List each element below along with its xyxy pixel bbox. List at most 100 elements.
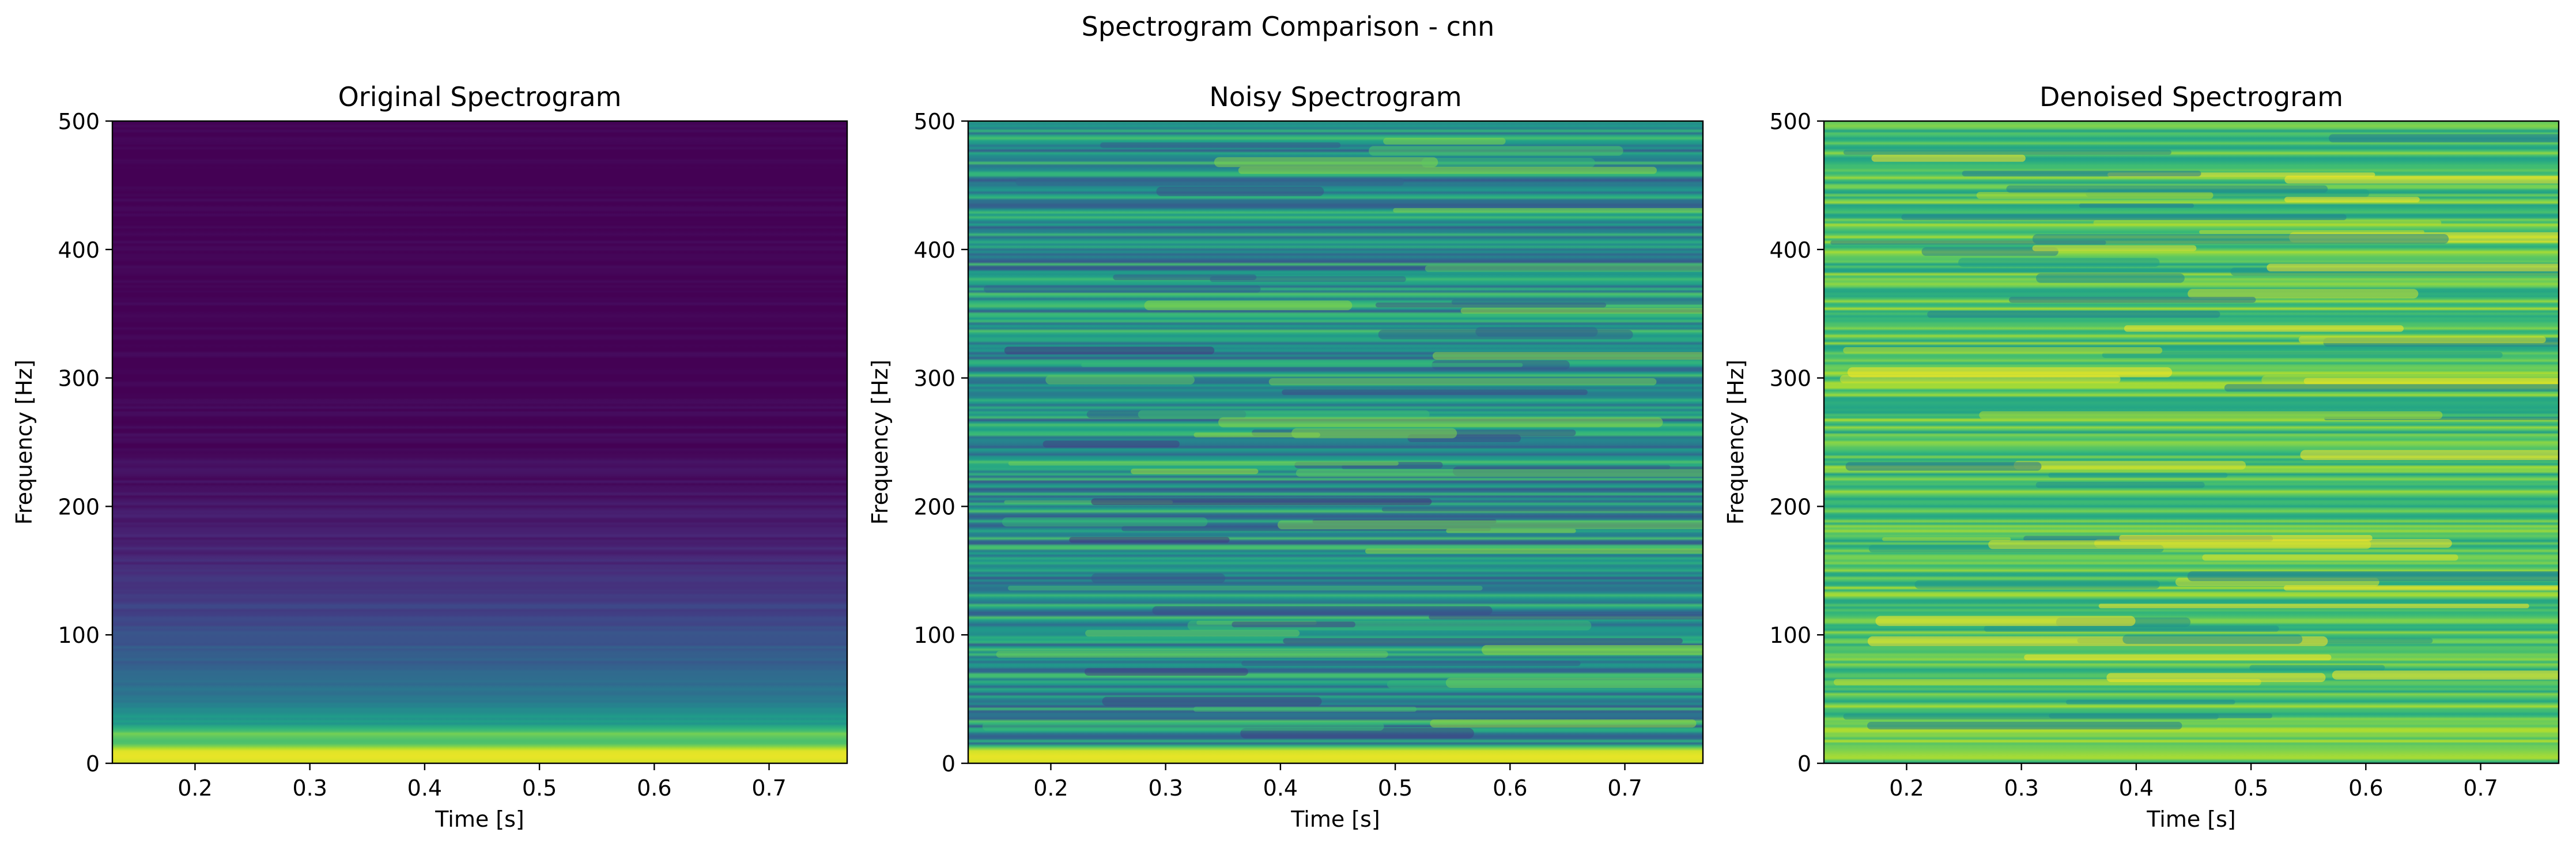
heatmap-streak [1084, 668, 1248, 676]
heatmap-streak [2006, 185, 2328, 193]
heatmap-streak [1069, 537, 1230, 543]
heatmap-streak [2035, 481, 2205, 488]
x-axis-label: Time [s] [2146, 807, 2236, 832]
y-tick-label: 200 [913, 494, 955, 519]
heatmap-streak [1432, 352, 1703, 360]
panel-2: 0 100 200 300 400 500 0.2 0.3 0.4 0.5 0.6 0.7 Noisy … [867, 81, 1704, 832]
heatmap-streak [1015, 178, 1404, 186]
heatmap-streak [1927, 311, 2220, 318]
x-tick-label: 0.7 [2463, 775, 2498, 801]
y-tick-label: 400 [1769, 238, 1811, 263]
y-axis-label: Frequency [Hz] [12, 360, 37, 525]
y-axis-label: Frequency [Hz] [1723, 360, 1748, 525]
heatmap-streak [1430, 719, 1697, 728]
heatmap-streak [2199, 230, 2424, 234]
heatmap-streak [1144, 300, 1353, 311]
x-axis-label: Time [s] [435, 807, 524, 832]
heatmap-streak [2036, 273, 2185, 283]
heatmap-base [112, 121, 847, 763]
heatmap-streak [2202, 554, 2458, 561]
heatmap-streak [1976, 191, 2214, 199]
heatmap-streak [1043, 440, 1180, 448]
heatmap-streak [2267, 263, 2559, 272]
y-tick-label: 300 [58, 366, 100, 391]
heatmap-streak [1988, 540, 2371, 549]
heatmap-streak [1214, 157, 1438, 167]
heatmap-streak [2249, 665, 2385, 671]
heatmap-streak [2098, 604, 2529, 609]
y-tick-label: 100 [913, 623, 955, 648]
heatmap-streak [1138, 410, 1430, 419]
heatmap-streak [2300, 450, 2559, 461]
x-tick-label: 0.7 [1607, 775, 1642, 801]
y-tick-label: 100 [58, 623, 100, 648]
heatmap-streak [2224, 384, 2559, 392]
x-axis-label: Time [s] [1290, 807, 1380, 832]
heatmap-streak [1845, 462, 2042, 471]
y-axis-label: Frequency [Hz] [867, 360, 893, 525]
heatmap-streak [1291, 428, 1457, 439]
heatmap-streak [2065, 699, 2235, 704]
heatmap-streak [1365, 548, 1703, 554]
heatmap-streak [1004, 346, 1215, 355]
heatmap-streak [1871, 155, 2026, 162]
heatmap-streak [1421, 158, 1595, 168]
heatmap-streak [2122, 634, 2303, 644]
heatmap-streak [2079, 204, 2194, 208]
heatmap-streak [1958, 258, 2160, 268]
heatmap-streak [1843, 713, 2219, 720]
y-tick-label: 300 [913, 366, 955, 391]
heatmap-streak [1156, 186, 1324, 197]
heatmap-streak [1383, 138, 1506, 145]
heatmap-streak [1081, 363, 1523, 367]
y-tick-label: 200 [58, 494, 100, 519]
heatmap-streak [1193, 432, 1320, 438]
heatmap-streak [1843, 149, 2171, 155]
heatmap-streak [2009, 296, 2256, 303]
x-tick-label: 0.4 [407, 775, 442, 801]
x-tick-label: 0.5 [1378, 775, 1412, 801]
axes-frame [111, 120, 848, 764]
heatmap-streak [1393, 208, 1703, 213]
x-tick-label: 0.7 [751, 775, 786, 801]
heatmap-streak [1091, 498, 1432, 506]
heatmap-streak [2303, 378, 2559, 385]
x-tick-label: 0.4 [1263, 775, 1298, 801]
y-tick-label: 500 [58, 109, 100, 134]
y-tick-label: 0 [1797, 751, 1811, 777]
x-tick-label: 0.3 [1148, 775, 1183, 801]
heatmap-streak [2124, 325, 2404, 332]
heatmap-streak [2014, 461, 2246, 470]
heatmap-streak [1882, 537, 2011, 541]
figure-suptitle: Spectrogram Comparison - cnn [1082, 11, 1495, 42]
heatmap-streak [1901, 214, 2347, 220]
heatmap-streak [1241, 661, 1581, 666]
heatmap-streak [1282, 389, 1588, 395]
heatmap-streak [1008, 461, 1399, 466]
heatmap-streak [1482, 645, 1703, 655]
heatmap-streak [1218, 417, 1663, 428]
panel-title: Noisy Spectrogram [1209, 81, 1461, 112]
heatmap-streak [1875, 616, 2136, 626]
y-tick-label: 500 [913, 109, 955, 134]
heatmap-streak [1277, 520, 1703, 529]
heatmap-streak [1425, 265, 1703, 272]
heatmap-streak [2283, 585, 2559, 591]
heatmap-image [1824, 121, 2559, 763]
heatmap-streak [1867, 722, 2182, 730]
heatmap-streak [2048, 473, 2228, 478]
x-tick-label: 0.4 [2119, 775, 2154, 801]
heatmap-streak [1268, 378, 1657, 386]
heatmap-streak [1210, 276, 1406, 282]
x-tick-label: 0.2 [1033, 775, 1068, 801]
heatmap-streak [1460, 307, 1703, 314]
panel-3: 0 100 200 300 400 500 0.2 0.3 0.4 0.5 0.6 0.7 Denois… [1723, 81, 2560, 832]
y-tick-label: 0 [942, 751, 955, 777]
heatmap-streak [1295, 469, 1703, 477]
heatmap-streak [2093, 220, 2442, 226]
heatmap-streak [2106, 673, 2326, 683]
y-tick-label: 300 [1769, 366, 1811, 391]
heatmap-streak [1962, 171, 2201, 176]
